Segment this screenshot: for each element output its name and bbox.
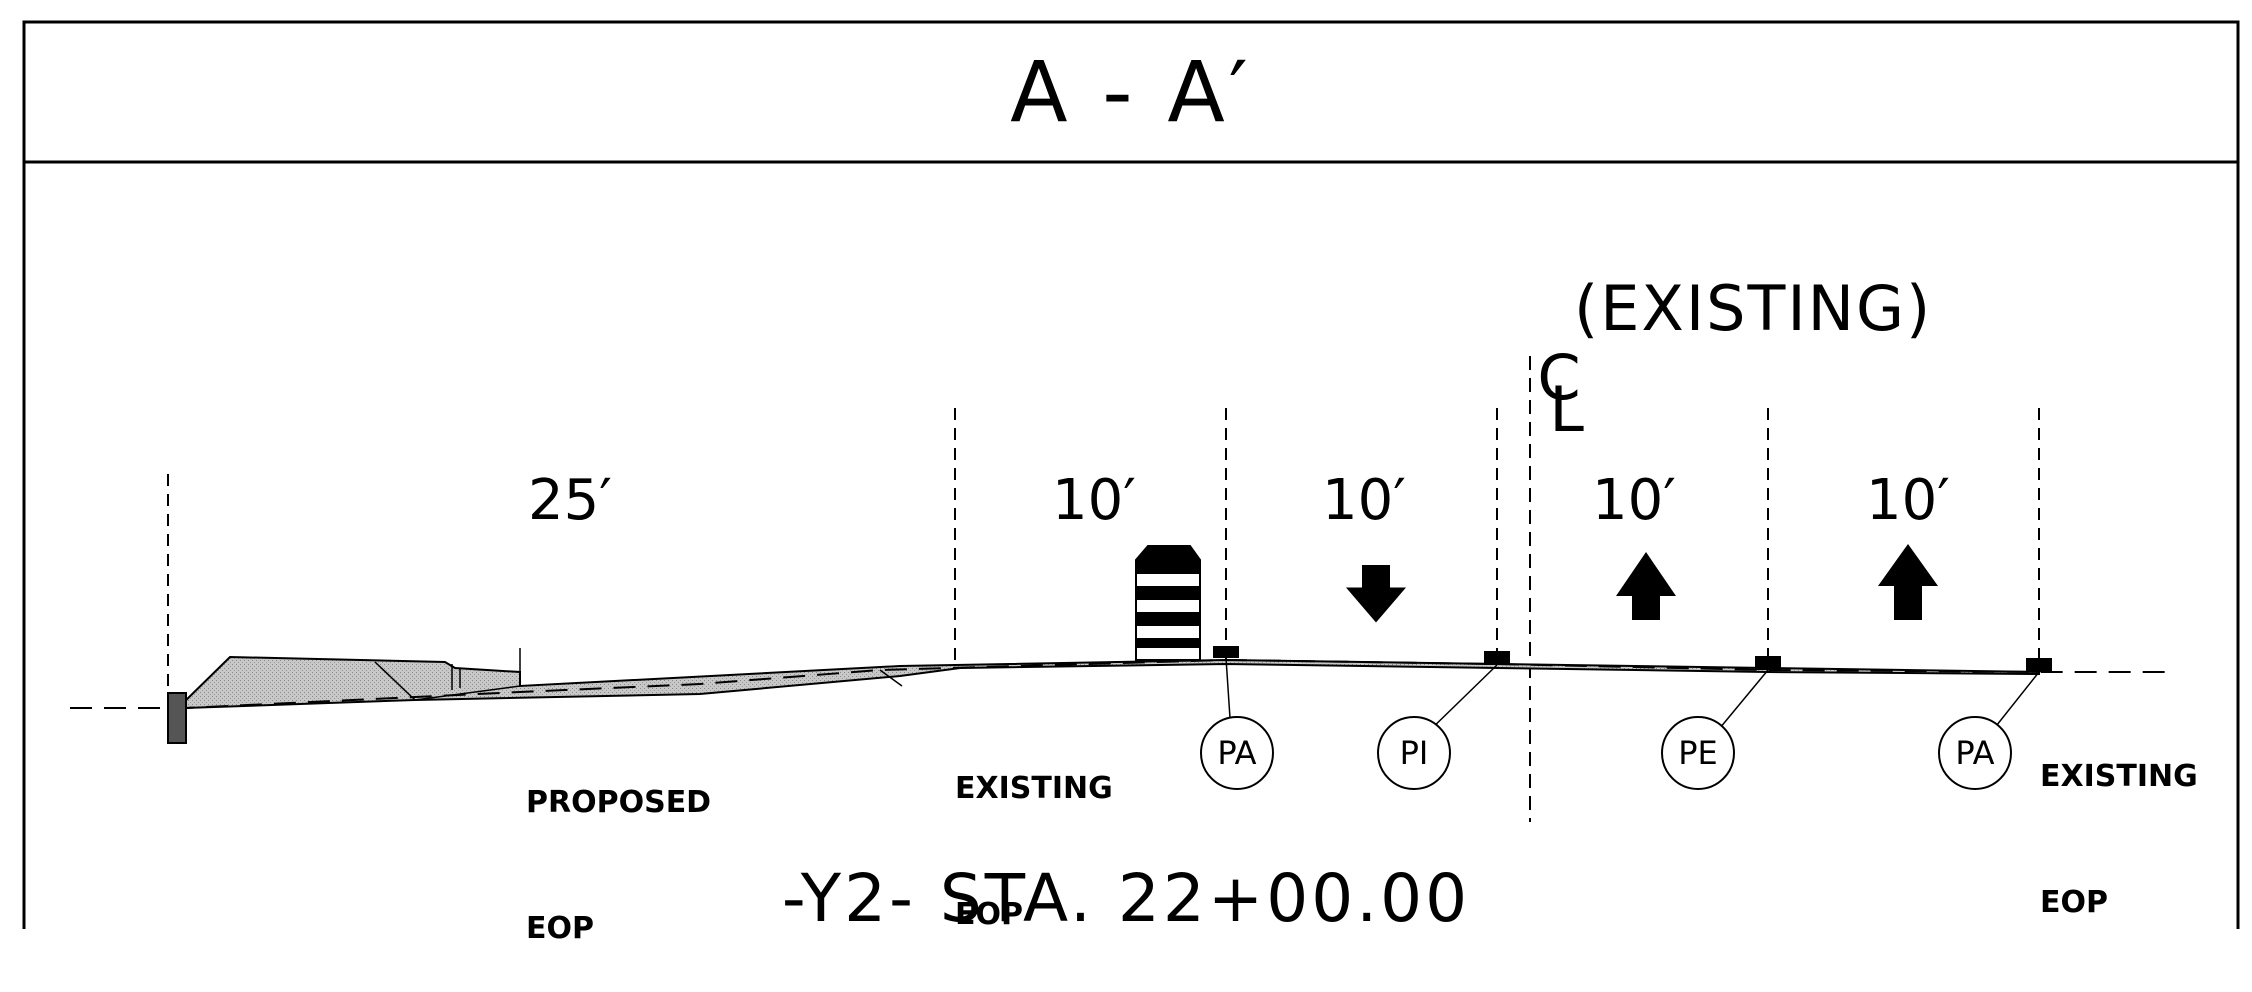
- note-existing-eop-left: EXISTING EOP: [955, 684, 1113, 978]
- marker-pi: [1484, 651, 1510, 665]
- cl-l: L: [1549, 373, 1586, 446]
- section-title: A - A′: [1010, 43, 1252, 141]
- callout-pe: PE: [1661, 716, 1735, 790]
- dimension-label: 10′: [1592, 468, 1676, 533]
- dimension-label: 10′: [1052, 468, 1136, 533]
- callout-pa: PA: [1938, 716, 2012, 790]
- curb: [167, 692, 187, 744]
- arrow-down-icon: [1346, 565, 1406, 623]
- marker-pa-left: [1213, 646, 1239, 658]
- station-label: -Y2- STA. 22+00.00: [781, 860, 1471, 937]
- pavement-markers: [1213, 646, 2052, 672]
- marker-pe: [1755, 656, 1781, 670]
- centerline-symbol-sub: L: [1506, 300, 1586, 446]
- arrow-up-icon: [1878, 544, 1938, 620]
- callout-pi: PI: [1377, 716, 1451, 790]
- lane-division-lines: [167, 408, 2040, 690]
- note-proposed-eop: PROPOSED EOP: [526, 698, 711, 992]
- arrow-up-icon: [1616, 552, 1676, 620]
- callout-pa: PA: [1200, 716, 1274, 790]
- sheet-border: [22, 20, 2240, 929]
- centerline-label: (EXISTING): [1574, 272, 1933, 345]
- note-line: PROPOSED: [526, 785, 712, 820]
- note-line: EXISTING: [955, 771, 1113, 806]
- cl-c: C: [1537, 341, 1583, 414]
- note-line: EOP: [955, 897, 1023, 932]
- note-existing-eop-right: EXISTING EOP: [2040, 672, 2198, 966]
- section-detail-lines: [374, 648, 903, 701]
- dimension-label: 10′: [1322, 468, 1406, 533]
- traffic-drum: [1135, 545, 1201, 661]
- note-line: EXISTING: [2040, 759, 2198, 794]
- centerline-symbol: C: [1494, 268, 1583, 414]
- marker-pa-right: [2026, 658, 2052, 672]
- cross-section-drawing: [22, 20, 2240, 929]
- existing-ground-line: [70, 658, 2170, 709]
- dimension-label: 10′: [1866, 468, 1950, 533]
- note-line: EOP: [2040, 885, 2108, 920]
- dimension-label: 25′: [528, 468, 612, 533]
